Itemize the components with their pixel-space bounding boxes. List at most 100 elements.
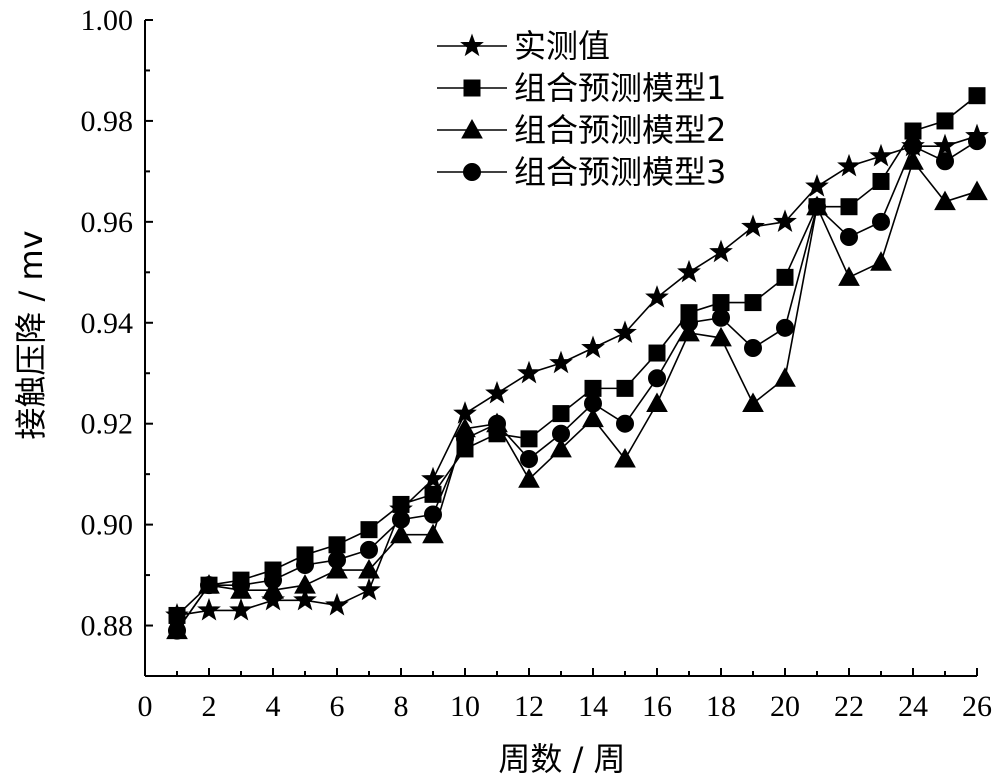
data-point-square [904, 122, 922, 140]
data-point-square [584, 379, 602, 397]
data-point-square [936, 112, 954, 130]
data-point-circle [296, 555, 314, 574]
data-point-circle [456, 429, 474, 448]
data-point-triangle [550, 437, 572, 458]
data-point-circle [680, 313, 698, 332]
data-point-circle [648, 369, 666, 388]
data-point-square [968, 87, 986, 105]
data-point-square [520, 430, 538, 448]
data-point-circle [584, 394, 602, 413]
data-point-triangle [582, 407, 604, 428]
data-point-star [485, 380, 509, 404]
data-point-star [197, 597, 221, 621]
y-tick-label: 0.90 [81, 509, 134, 542]
x-tick-label: 26 [962, 690, 992, 723]
x-tick-label: 2 [202, 690, 217, 723]
data-point-star [677, 259, 701, 283]
y-tick-label: 0.98 [81, 105, 134, 138]
data-point-star [293, 587, 317, 611]
axes: 0 2 4 6 8 10 12 14 16 18 20 22 24 260.880.900.920.940… [81, 4, 993, 723]
legend-entry-4: 组合预测模型3 [437, 153, 726, 191]
data-point-star [773, 209, 797, 232]
data-point-star [517, 360, 541, 384]
data-point-star [549, 350, 573, 374]
data-point-triangle [294, 574, 316, 594]
data-point-square [360, 521, 378, 539]
data-point-triangle [838, 266, 860, 286]
data-point-circle [328, 550, 346, 569]
x-tick-label: 10 [450, 690, 480, 723]
y-tick-label: 0.96 [81, 206, 134, 239]
x-tick-label: 12 [514, 690, 544, 723]
data-point-circle [744, 339, 762, 357]
legend-marker-star [460, 33, 484, 57]
y-tick-label: 0.88 [81, 610, 134, 643]
data-point-circle [904, 137, 922, 156]
data-point-square [872, 172, 890, 190]
data-point-circle [232, 576, 250, 595]
data-point-star [933, 133, 957, 157]
y-tick-label: 0.94 [81, 307, 134, 340]
data-point-star [421, 466, 445, 490]
data-point-triangle [614, 447, 636, 468]
data-point-square [840, 198, 858, 216]
x-tick-label: 22 [834, 690, 864, 723]
data-point-circle [200, 576, 218, 595]
y-axis-title: 接触压降 / mv [12, 230, 50, 439]
data-point-star [613, 320, 637, 343]
data-point-triangle [710, 326, 732, 347]
x-tick-label: 4 [266, 690, 281, 723]
data-point-triangle [326, 559, 348, 579]
x-tick-label: 16 [642, 690, 672, 723]
x-tick-label: 18 [706, 690, 736, 723]
data-point-circle [808, 197, 826, 216]
data-point-triangle [390, 523, 412, 544]
data-point-circle [552, 424, 570, 443]
data-point-circle [776, 318, 794, 337]
data-point-circle [936, 152, 954, 171]
data-point-circle [488, 414, 506, 433]
legend-entry-1: 实测值 [437, 27, 610, 65]
legend-entry-2: 组合预测模型1 [437, 69, 726, 107]
series-3 [166, 150, 988, 640]
data-point-star [325, 592, 349, 616]
data-point-square [712, 294, 730, 312]
data-point-square [552, 405, 570, 423]
legend-marker-triangle [461, 118, 483, 139]
data-point-circle [168, 621, 186, 640]
data-point-circle [360, 540, 378, 559]
data-point-circle [968, 132, 986, 151]
data-point-square [328, 536, 346, 554]
data-point-star [709, 239, 733, 263]
data-point-square [392, 495, 410, 513]
data-point-circle [392, 510, 410, 529]
data-point-star [837, 153, 861, 177]
data-point-circle [616, 414, 634, 433]
data-point-star [357, 577, 381, 601]
y-tick-label: 1.00 [81, 4, 134, 37]
data-point-triangle [518, 468, 540, 488]
data-point-star [229, 597, 253, 621]
series-4 [168, 132, 986, 640]
data-point-triangle [966, 180, 988, 201]
legend-marker-square [463, 79, 481, 97]
series-1 [165, 123, 989, 626]
data-point-triangle [934, 190, 956, 211]
legend-entry-3: 组合预测模型2 [437, 111, 726, 149]
data-point-star [869, 143, 893, 167]
x-tick-label: 8 [394, 690, 409, 723]
y-tick-label: 0.92 [81, 408, 134, 441]
data-point-circle [424, 505, 442, 524]
data-point-circle [840, 227, 858, 246]
series-layer [165, 87, 989, 640]
data-point-triangle [902, 150, 924, 170]
x-tick-label: 0 [138, 690, 153, 723]
legend-marker-circle [463, 163, 481, 181]
data-point-star [741, 214, 765, 237]
data-point-square [744, 294, 762, 312]
data-point-circle [264, 571, 282, 590]
x-tick-label: 20 [770, 690, 800, 723]
legend-label: 实测值 [514, 27, 610, 65]
data-point-triangle [358, 559, 380, 579]
